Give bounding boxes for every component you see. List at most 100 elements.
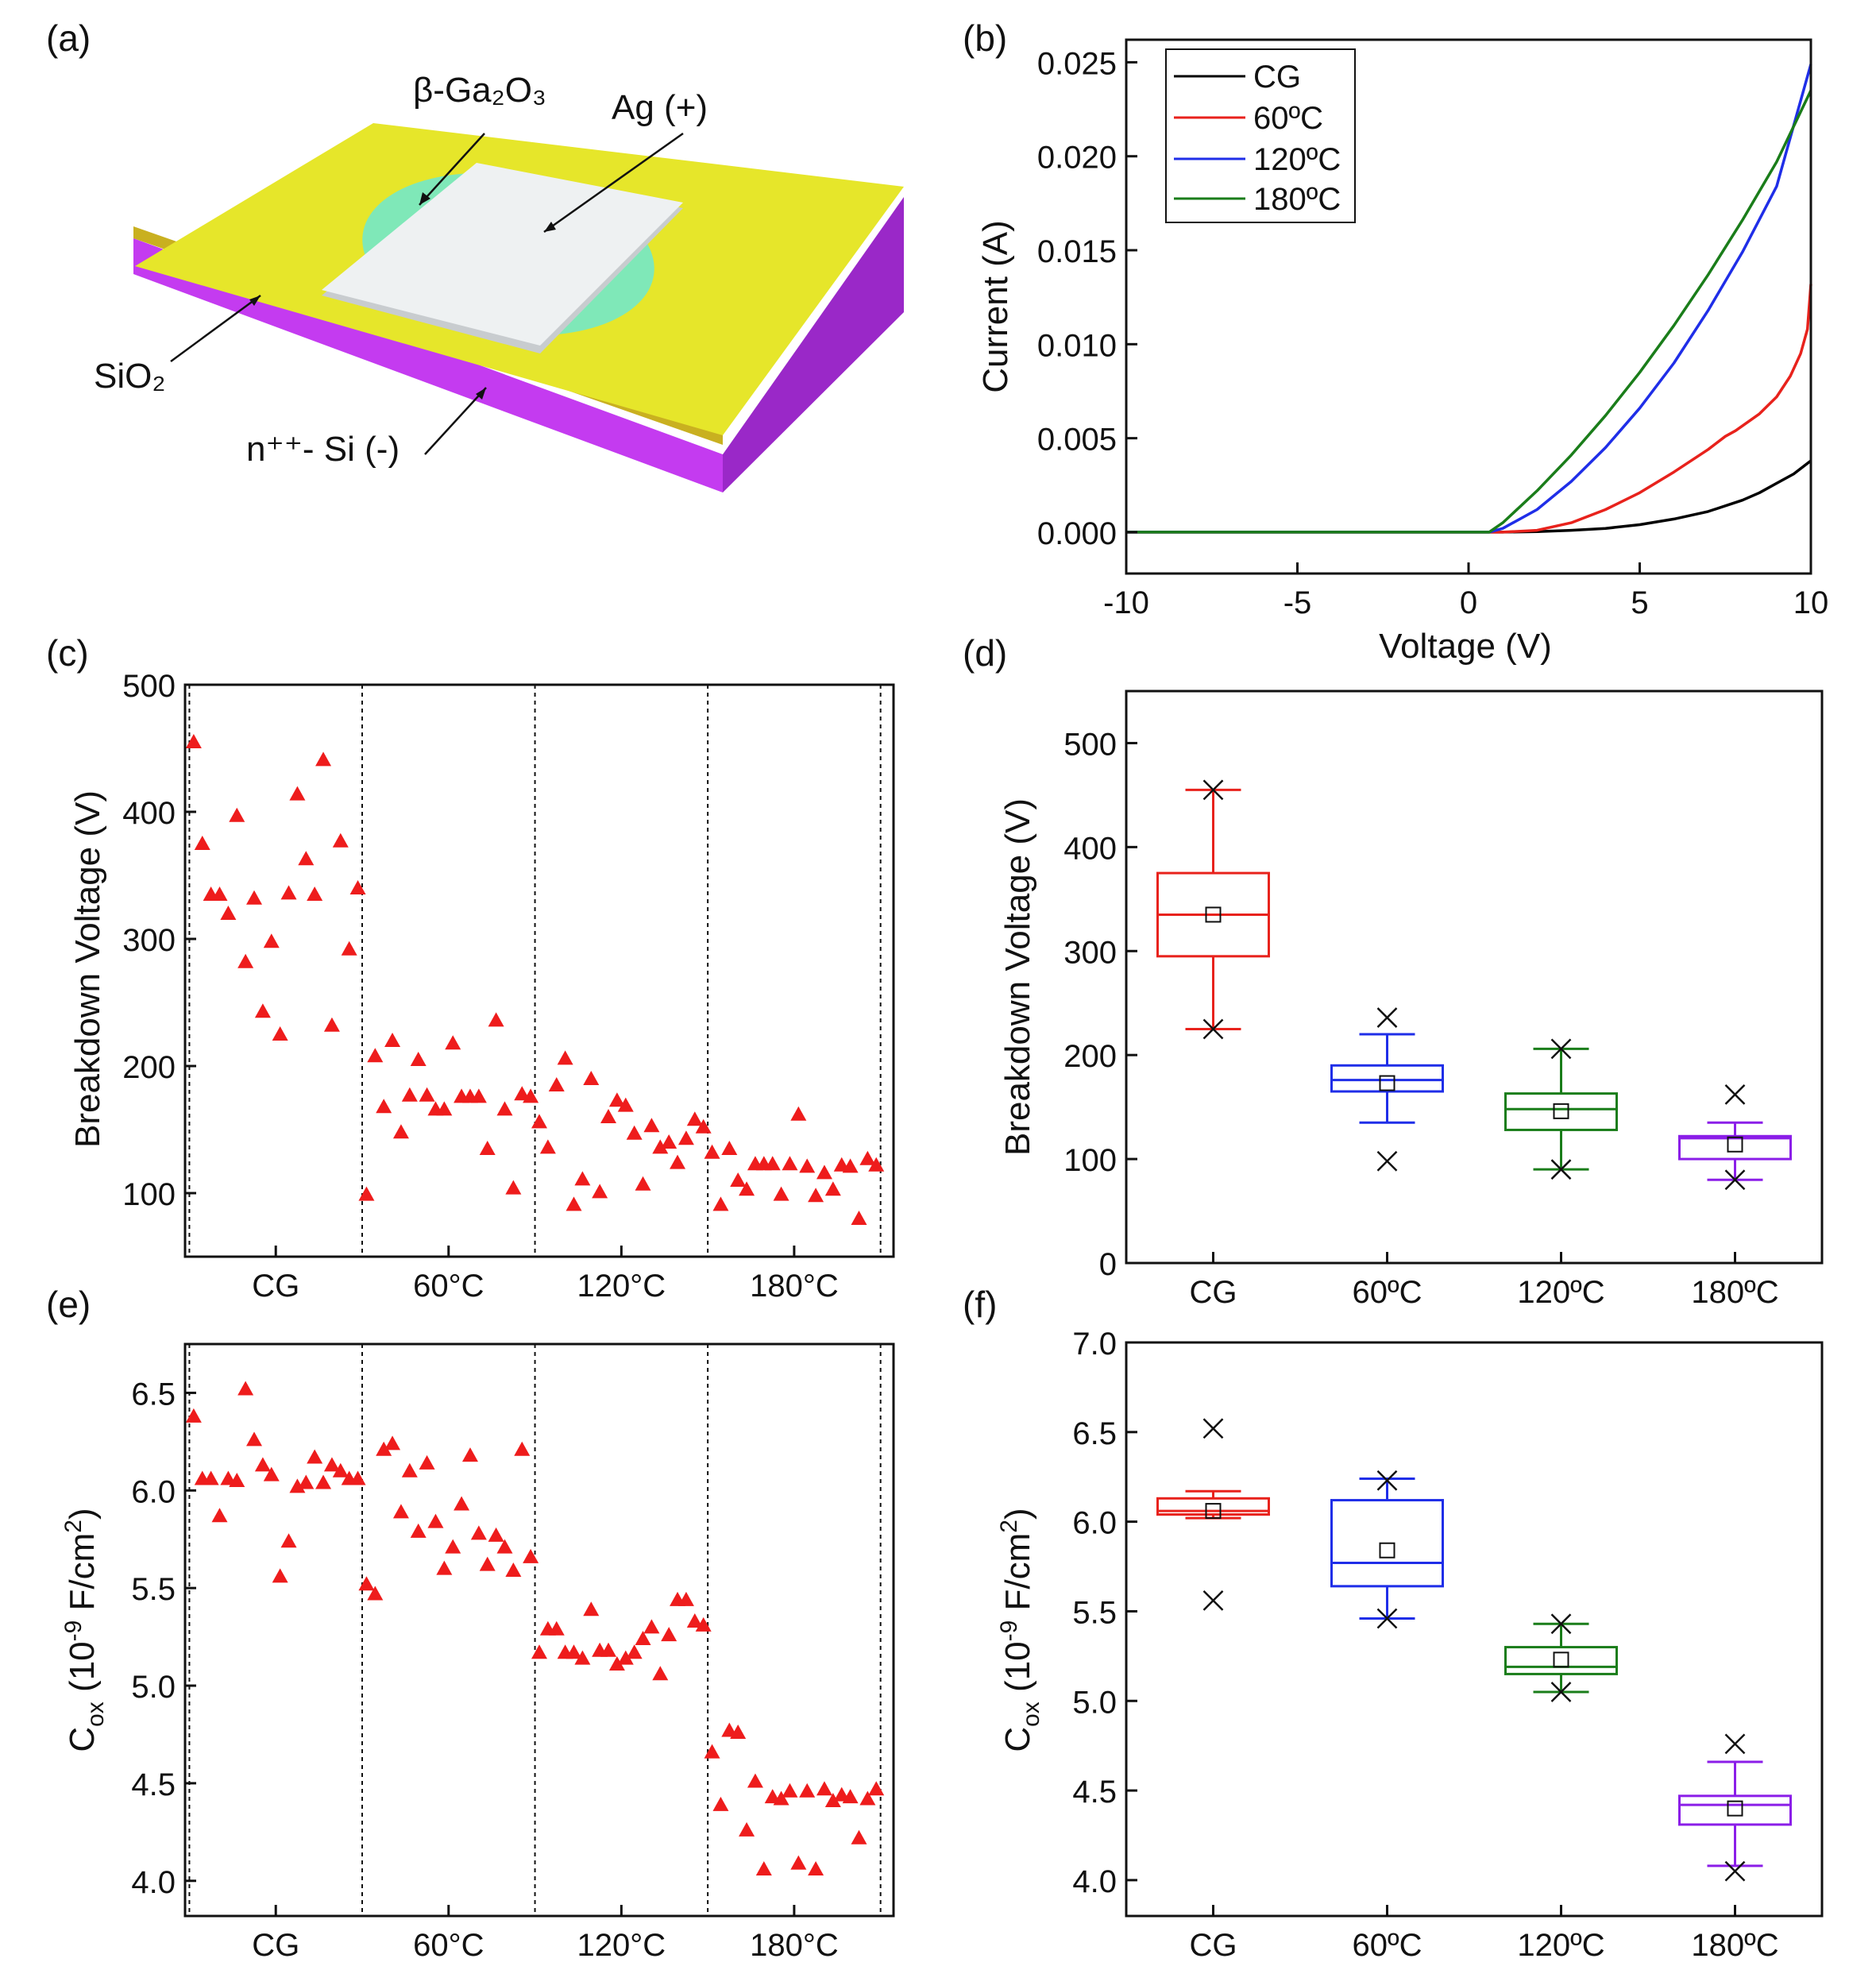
data-point (384, 1435, 401, 1450)
mean-marker (1379, 1542, 1395, 1559)
data-point (773, 1790, 789, 1806)
iv-curves (1126, 64, 1812, 534)
data-point (358, 1576, 375, 1591)
data-point (773, 1186, 789, 1201)
x-tick-label: -5 (1283, 585, 1312, 620)
data-point (514, 1441, 531, 1456)
y-tick-label: 500 (1063, 727, 1117, 762)
plot-frame-f (1125, 1341, 1824, 1918)
data-point (263, 933, 280, 948)
x-tick-label: 10 (1793, 585, 1829, 620)
data-point (280, 1533, 297, 1548)
group-label: 120°C (577, 1928, 666, 1963)
data-point (790, 1855, 807, 1870)
plot-frame-e (183, 1342, 895, 1918)
group-label: 180°C (750, 1269, 839, 1304)
data-point (799, 1158, 816, 1173)
data-point (652, 1139, 669, 1154)
data-point (574, 1171, 591, 1186)
category-label: 180ºC (1691, 1275, 1778, 1310)
data-point (557, 1050, 573, 1065)
data-point (842, 1789, 859, 1804)
group-dividers-c (188, 685, 882, 1257)
mean-marker (1205, 1503, 1222, 1520)
data-point (427, 1513, 444, 1528)
data-point (730, 1725, 747, 1740)
data-point (608, 1092, 625, 1107)
x-tick-label: 5 (1631, 585, 1648, 620)
data-point (600, 1642, 617, 1657)
data-point (479, 1556, 496, 1571)
data-point (635, 1631, 651, 1646)
data-point (237, 953, 254, 968)
y-tick-label: 5.5 (1072, 1595, 1117, 1630)
extreme-marker (1202, 1590, 1224, 1611)
extreme-marker (1724, 1733, 1746, 1755)
data-point (220, 906, 237, 920)
data-point (583, 1071, 600, 1085)
mean-marker (1727, 1136, 1743, 1153)
group-label: 180°C (750, 1928, 839, 1963)
data-point (514, 1086, 531, 1101)
data-point (461, 1447, 478, 1462)
data-point (496, 1539, 513, 1554)
data-point (246, 1431, 263, 1447)
box (1330, 1064, 1444, 1093)
data-point (237, 1381, 254, 1396)
y-tick-label: 4.5 (1072, 1775, 1117, 1810)
y-tick-label: 0 (1099, 1247, 1117, 1282)
box (1156, 1497, 1270, 1516)
data-point (185, 734, 202, 748)
y-axis-b: 0.000 0.005 0.010 0.015 0.020 0.025 (1037, 46, 1137, 551)
data-point (704, 1744, 720, 1759)
data-point (868, 1781, 885, 1796)
data-point (583, 1601, 600, 1617)
data-point (505, 1562, 522, 1578)
data-point (307, 1449, 323, 1464)
data-point (358, 1186, 375, 1201)
y-tick-label: 400 (122, 796, 176, 831)
data-point (799, 1783, 816, 1798)
data-point (289, 1478, 306, 1493)
data-point (790, 1106, 807, 1121)
data-point (824, 1181, 841, 1196)
iv-line-3 (1126, 90, 1812, 534)
data-point (298, 851, 315, 866)
data-point (539, 1139, 556, 1154)
data-point (695, 1617, 712, 1632)
extreme-marker (1724, 1084, 1746, 1105)
data-point (436, 1101, 453, 1116)
data-point (851, 1829, 867, 1844)
mean-marker (1205, 906, 1222, 923)
data-point (229, 1473, 245, 1488)
y-tick-label: 200 (1063, 1039, 1117, 1074)
mean-marker (1553, 1103, 1569, 1119)
data-point (445, 1539, 461, 1554)
y-tick-label: 5.5 (131, 1572, 176, 1607)
data-point (661, 1627, 677, 1642)
group-dividers-e (188, 1344, 882, 1916)
y-axis-label-f: Cox (10-9 F/cm2) (996, 1508, 1044, 1752)
x-tick-label: -10 (1103, 585, 1149, 620)
data-point (384, 1033, 401, 1047)
extreme-marker (1550, 1613, 1572, 1635)
y-tick-label: 0.000 (1037, 516, 1117, 551)
extreme-marker (1550, 1159, 1572, 1180)
data-point (272, 1568, 288, 1583)
data-point (626, 1125, 643, 1140)
data-point (531, 1114, 547, 1129)
box-plot-f (1156, 1418, 1792, 1882)
data-point (419, 1454, 435, 1470)
sio2-label: SiO₂ (94, 357, 165, 396)
y-tick-label: 4.5 (131, 1767, 176, 1802)
y-tick-label: 0.005 (1037, 423, 1117, 458)
x-axis-label-b: Voltage (V) (1379, 627, 1552, 666)
data-point (272, 1026, 288, 1041)
data-point (211, 886, 228, 901)
y-axis-label-c: Breakdown Voltage (V) (68, 790, 107, 1148)
data-point (643, 1619, 660, 1634)
data-point (376, 1099, 392, 1114)
panel-f: (f) 4.0 4.5 5.0 5.5 6.0 6.5 7.0 CG 60ºC 120ºC 180… (963, 1284, 1824, 1963)
extreme-marker (1202, 779, 1224, 801)
y-tick-label: 200 (122, 1050, 176, 1085)
